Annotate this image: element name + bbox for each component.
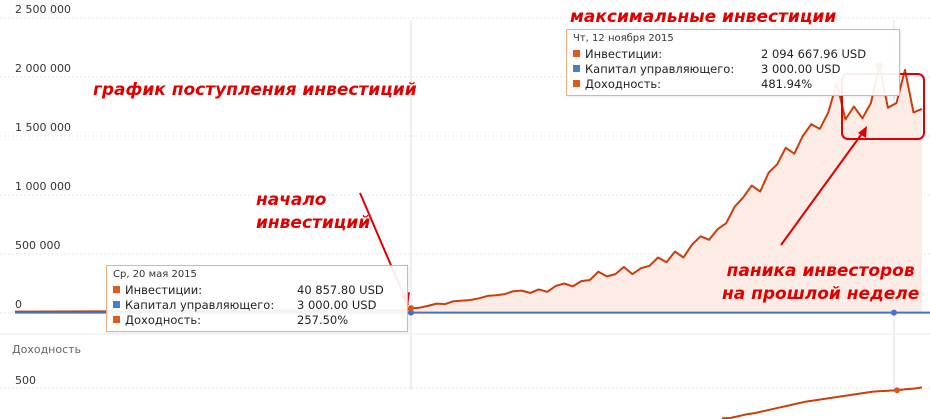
investment-point-start[interactable]: [408, 305, 414, 312]
tooltip-value: 3 000.00 USD: [761, 61, 841, 76]
tooltip-row-yield: Доходность: 257.50%: [113, 312, 401, 327]
tooltip-row-capital: Капитал управляющего: 3 000.00 USD: [573, 61, 893, 76]
yield-swatch: [113, 316, 120, 323]
arrow-panic-head: [858, 126, 867, 138]
annotation-investor-panic: паника инвесторов на прошлой неделе: [722, 261, 920, 304]
tooltip-value: 2 094 667.96 USD: [761, 46, 867, 61]
tooltip-date: Ср, 20 мая 2015: [113, 269, 197, 280]
capital-point-start[interactable]: [408, 309, 414, 316]
tooltip-label: Капитал управляющего:: [585, 61, 735, 76]
tooltip-row-yield: Доходность: 481.94%: [573, 76, 893, 91]
tooltip-label: Инвестиции:: [125, 282, 203, 297]
y-tick-label: 500: [15, 374, 36, 387]
capital-swatch: [573, 65, 580, 72]
subchart-title: Доходность: [12, 343, 82, 356]
investments-swatch: [573, 50, 580, 57]
y-tick-label: 1 000 000: [15, 180, 71, 193]
tooltip-value: 481.94%: [761, 76, 813, 91]
subchart-y-ticks: 500: [15, 374, 36, 387]
tooltip-date: Чт, 12 ноября 2015: [573, 33, 674, 44]
y-tick-label: 1 500 000: [15, 121, 71, 134]
tooltip-label: Доходность:: [585, 76, 662, 91]
y-axis-ticks: 0 500 000 1 000 000 1 500 000 2 000 000 2 500…: [15, 3, 71, 311]
annotation-max-investments: максимальные инвестиции: [570, 7, 837, 27]
tooltip-row-investments: Инвестиции: 2 094 667.96 USD: [573, 46, 893, 61]
tooltip-row-investments: Инвестиции: 40 857.80 USD: [113, 282, 401, 297]
tooltip-value: 40 857.80 USD: [297, 282, 384, 297]
tooltip-value: 257.50%: [297, 312, 349, 327]
y-tick-label: 500 000: [15, 239, 61, 252]
y-tick-label: 0: [15, 298, 22, 311]
tooltip-label: Инвестиции:: [585, 46, 663, 61]
yield-line: [721, 386, 923, 419]
capital-point-max[interactable]: [891, 309, 897, 316]
y-tick-label: 2 000 000: [15, 62, 71, 75]
tooltip-label: Доходность:: [125, 312, 202, 327]
tooltip-value: 3 000.00 USD: [297, 297, 377, 312]
tooltip-row-capital: Капитал управляющего: 3 000.00 USD: [113, 297, 401, 312]
yield-point-max[interactable]: [894, 387, 900, 394]
annotation-chart-title: график поступления инвестиций: [93, 80, 417, 100]
capital-swatch: [113, 301, 120, 308]
yield-swatch: [573, 80, 580, 87]
tooltip-start: Ср, 20 мая 2015 Инвестиции: 40 857.80 US…: [106, 265, 408, 332]
arrow-panic: [780, 127, 867, 246]
y-tick-label: 2 500 000: [15, 3, 71, 16]
tooltip-label: Капитал управляющего:: [125, 297, 275, 312]
tooltip-max: Чт, 12 ноября 2015 Инвестиции: 2 094 667…: [566, 29, 900, 96]
investments-swatch: [113, 286, 120, 293]
investments-area: [411, 65, 922, 313]
annotation-start-investments: начало инвестиций: [256, 190, 371, 233]
